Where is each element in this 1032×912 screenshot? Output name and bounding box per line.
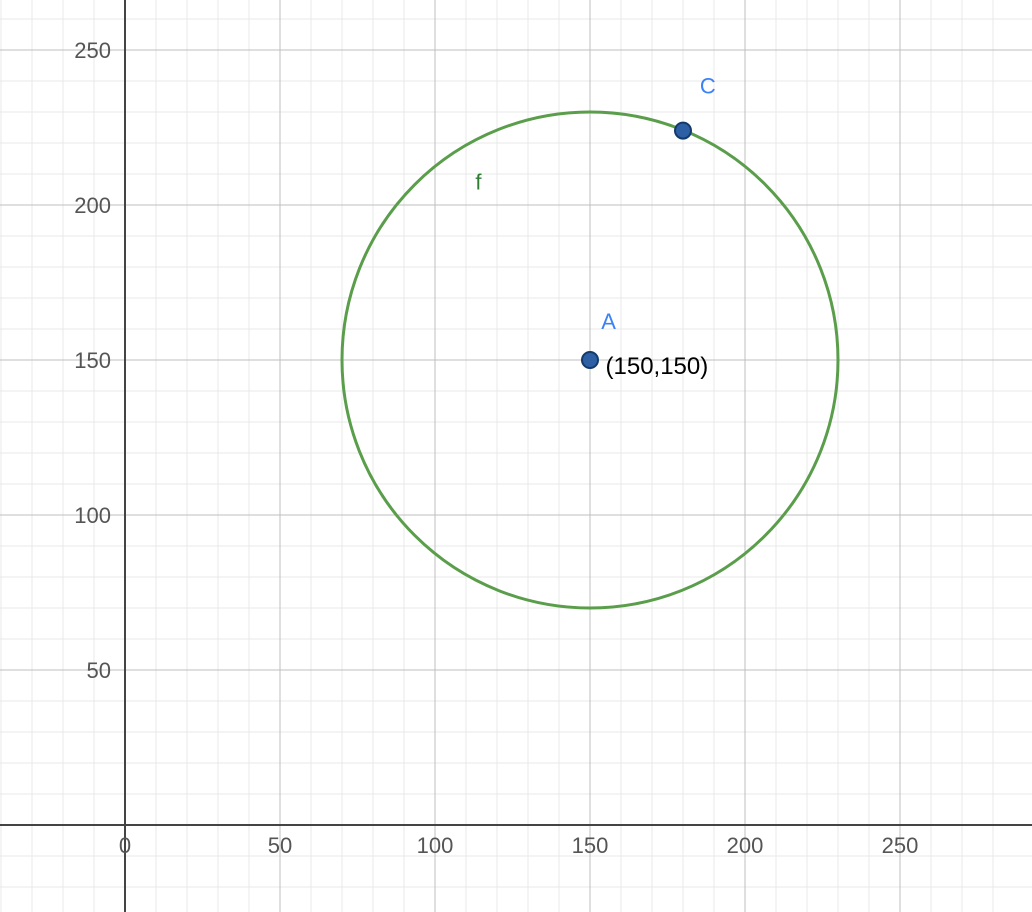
- coordinate-plane[interactable]: 0 50 100 150 200 250 50 100 150 200 250 f A (150,150)…: [0, 0, 1032, 912]
- point-a-label: A: [601, 309, 616, 334]
- y-tick-label: 150: [74, 348, 111, 373]
- y-tick-label: 250: [74, 38, 111, 63]
- x-tick-label: 50: [268, 833, 292, 858]
- point-a[interactable]: [582, 352, 598, 368]
- x-tick-label: 150: [572, 833, 609, 858]
- y-tick-label: 200: [74, 193, 111, 218]
- circle-f-label: f: [475, 170, 482, 195]
- plot-svg[interactable]: 0 50 100 150 200 250 50 100 150 200 250 f A (150,150)…: [0, 0, 1032, 912]
- x-tick-label: 250: [882, 833, 919, 858]
- point-c[interactable]: [675, 123, 691, 139]
- x-tick-label: 0: [119, 833, 131, 858]
- point-c-label: C: [700, 73, 716, 98]
- point-a-coords: (150,150): [606, 353, 709, 380]
- plot-background: [0, 0, 1032, 912]
- x-tick-label: 200: [727, 833, 764, 858]
- x-tick-label: 100: [417, 833, 454, 858]
- y-tick-label: 50: [87, 658, 111, 683]
- y-tick-label: 100: [74, 503, 111, 528]
